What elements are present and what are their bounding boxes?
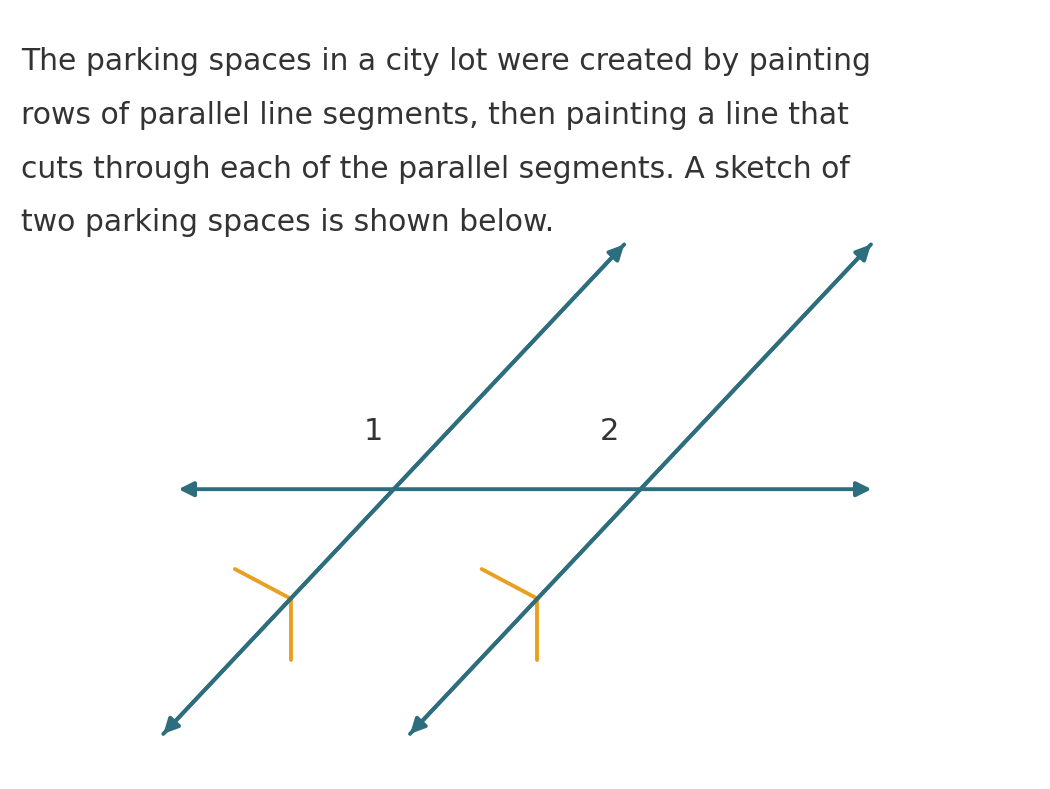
Text: 2: 2	[601, 417, 619, 446]
Text: The parking spaces in a city lot were created by painting: The parking spaces in a city lot were cr…	[21, 47, 871, 77]
Text: rows of parallel line segments, then painting a line that: rows of parallel line segments, then pai…	[21, 101, 848, 130]
Text: 1: 1	[364, 417, 383, 446]
Text: cuts through each of the parallel segments. A sketch of: cuts through each of the parallel segmen…	[21, 155, 849, 184]
Text: two parking spaces is shown below.: two parking spaces is shown below.	[21, 208, 554, 237]
